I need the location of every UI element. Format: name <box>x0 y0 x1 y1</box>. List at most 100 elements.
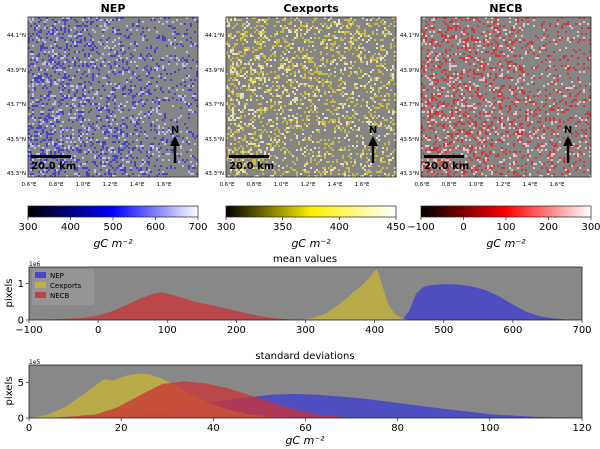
map-pixel <box>431 25 433 27</box>
map-pixel <box>56 113 58 115</box>
map-pixel <box>557 23 559 25</box>
map-pixel <box>28 133 30 135</box>
map-pixel <box>463 41 465 43</box>
map-pixel <box>493 127 495 129</box>
map-pixel <box>473 63 475 65</box>
map-pixel <box>52 31 54 33</box>
map-pixel <box>495 117 497 119</box>
map-pixel <box>68 89 70 91</box>
map-pixel <box>537 55 539 57</box>
map-pixel <box>316 79 318 81</box>
map-pixel <box>519 69 521 71</box>
map-pixel <box>342 127 344 129</box>
map-pixel <box>348 97 350 99</box>
map-pixel <box>326 117 328 119</box>
map-pixel <box>256 139 258 141</box>
map-pixel <box>256 77 258 79</box>
map-pixel <box>358 47 360 49</box>
map-pixel <box>535 113 537 115</box>
map-pixel <box>238 101 240 103</box>
map-pixel <box>511 51 513 53</box>
map-pixel <box>234 71 236 73</box>
map-pixel <box>525 97 527 99</box>
map-pixel <box>463 113 465 115</box>
map-pixel <box>338 121 340 123</box>
map-pixel <box>284 69 286 71</box>
map-pixel <box>280 95 282 97</box>
map-pixel <box>473 43 475 45</box>
map-pixel <box>511 123 513 125</box>
map-pixel <box>282 85 284 87</box>
map-pixel <box>170 131 172 133</box>
map-pixel <box>134 49 136 51</box>
map-pixel <box>66 55 68 57</box>
map-pixel <box>234 17 236 19</box>
map-pixel <box>164 133 166 135</box>
map-pixel <box>32 101 34 103</box>
map-pixel <box>286 121 288 123</box>
map-pixel <box>38 21 40 23</box>
map-pixel <box>374 121 376 123</box>
map-pixel <box>439 87 441 89</box>
map-pixel <box>130 61 132 63</box>
map-pixel <box>254 89 256 91</box>
map-pixel <box>102 157 104 159</box>
map-pixel <box>100 143 102 145</box>
map-pixel <box>74 143 76 145</box>
map-pixel <box>92 123 94 125</box>
map-pixel <box>553 75 555 77</box>
map-pixel <box>302 133 304 135</box>
map-pixel <box>322 41 324 43</box>
map-pixel <box>236 169 238 171</box>
map-pixel <box>236 163 238 165</box>
map-pixel <box>441 33 443 35</box>
map-pixel <box>66 41 68 43</box>
map-pixel <box>52 29 54 31</box>
map-pixel <box>521 89 523 91</box>
map-pixel <box>320 23 322 25</box>
map-pixel <box>368 123 370 125</box>
map-pixel <box>441 41 443 43</box>
map-pixel <box>451 45 453 47</box>
map-pixel <box>32 137 34 139</box>
map-pixel <box>242 127 244 129</box>
map-pixel <box>298 19 300 21</box>
map-pixel <box>382 19 384 21</box>
map-pixel <box>545 43 547 45</box>
map-pixel <box>517 131 519 133</box>
map-pixel <box>234 137 236 139</box>
map-pixel <box>254 127 256 129</box>
map-pixel <box>431 105 433 107</box>
map-pixel <box>495 127 497 129</box>
map-pixel <box>30 135 32 137</box>
map-pixel <box>230 19 232 21</box>
map-pixel <box>495 133 497 135</box>
map-pixel <box>304 171 306 173</box>
map-pixel <box>517 101 519 103</box>
map-pixel <box>250 69 252 71</box>
map-pixel <box>60 149 62 151</box>
map-pixel <box>96 141 98 143</box>
map-pixel <box>102 107 104 109</box>
map-pixel <box>290 83 292 85</box>
map-pixel <box>156 85 158 87</box>
map-pixel <box>487 41 489 43</box>
map-pixel <box>461 77 463 79</box>
map-pixel <box>314 63 316 65</box>
map-pixel <box>180 59 182 61</box>
map-pixel <box>40 79 42 81</box>
map-pixel <box>439 123 441 125</box>
map-pixel <box>577 57 579 59</box>
map-pixel <box>280 101 282 103</box>
map-pixel <box>445 69 447 71</box>
map-pixel <box>473 19 475 21</box>
map-pixel <box>92 67 94 69</box>
map-pixel <box>527 125 529 127</box>
map-pixel <box>128 175 130 177</box>
map-pixel <box>477 89 479 91</box>
map-pixel <box>122 133 124 135</box>
map-pixel <box>368 127 370 129</box>
map-pixel <box>124 139 126 141</box>
map-pixel <box>136 103 138 105</box>
map-pixel <box>569 41 571 43</box>
